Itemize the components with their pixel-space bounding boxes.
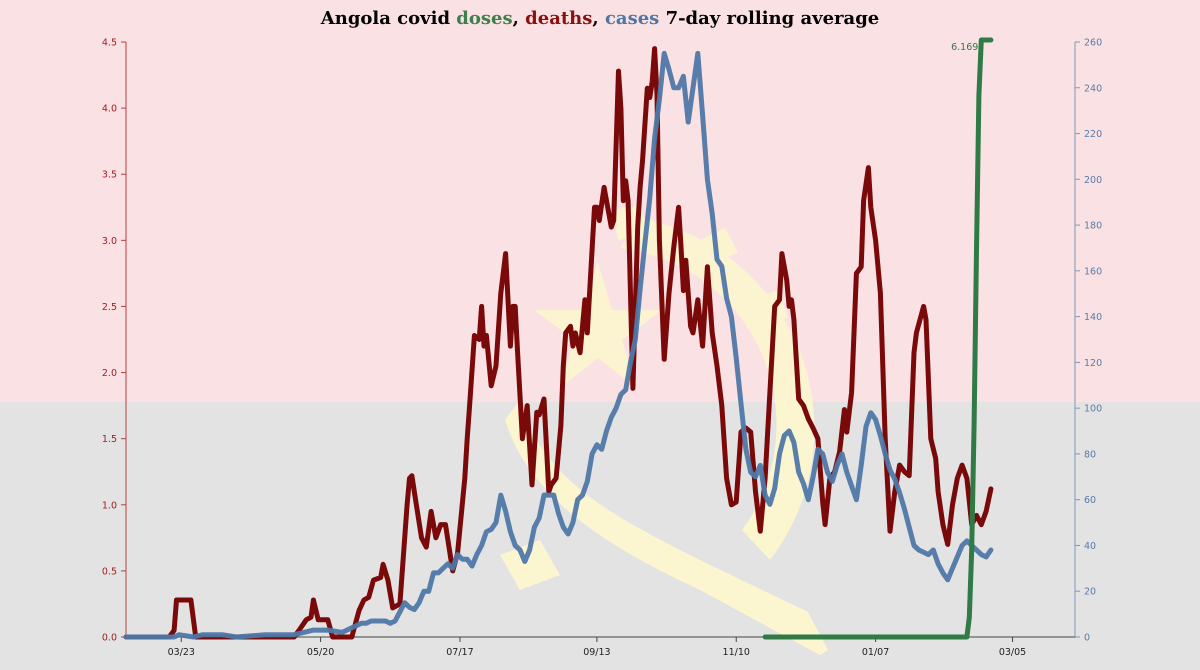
x-tick-label: 03/05 bbox=[999, 647, 1026, 658]
right-tick-label: 160 bbox=[1084, 266, 1102, 277]
title-doses: doses bbox=[456, 8, 513, 29]
emblem-machete-handle-icon bbox=[500, 540, 560, 590]
x-tick-label: 07/17 bbox=[446, 647, 473, 658]
right-tick-label: 180 bbox=[1084, 221, 1102, 232]
left-tick-label: 2.5 bbox=[102, 302, 117, 313]
left-tick-label: 3.5 bbox=[102, 170, 117, 181]
right-tick-label: 120 bbox=[1084, 358, 1102, 369]
doses-max-label: 6.169 bbox=[951, 42, 978, 53]
emblem-gear-teeth-icon bbox=[612, 205, 810, 518]
title-sep-2: , bbox=[592, 8, 605, 29]
left-tick-label: 1.0 bbox=[102, 500, 117, 511]
right-tick-label: 40 bbox=[1084, 541, 1096, 552]
title-deaths: deaths bbox=[525, 8, 593, 29]
title-prefix: Angola covid bbox=[320, 8, 457, 29]
right-tick-label: 0 bbox=[1084, 633, 1090, 644]
title-sep-1: , bbox=[512, 8, 526, 29]
x-tick-label: 01/07 bbox=[862, 647, 889, 658]
right-tick-label: 260 bbox=[1084, 38, 1102, 49]
x-tick-label: 09/13 bbox=[583, 647, 610, 658]
right-tick-label: 100 bbox=[1084, 404, 1102, 415]
x-tick-label: 03/23 bbox=[168, 647, 195, 658]
right-tick-label: 20 bbox=[1084, 587, 1096, 598]
left-tick-label: 2.0 bbox=[102, 368, 117, 379]
chart-title: Angola covid doses, deaths, cases 7-day … bbox=[0, 8, 1200, 29]
left-tick-label: 4.0 bbox=[102, 104, 117, 115]
right-tick-label: 240 bbox=[1084, 83, 1102, 94]
left-tick-label: 0.0 bbox=[102, 633, 117, 644]
series-line-doses bbox=[762, 37, 994, 640]
left-tick-label: 1.5 bbox=[102, 434, 117, 445]
right-tick-label: 140 bbox=[1084, 312, 1102, 323]
x-tick-label: 05/20 bbox=[307, 647, 334, 658]
series-line-cases bbox=[123, 50, 994, 640]
left-tick-label: 4.5 bbox=[102, 38, 117, 49]
right-tick-label: 80 bbox=[1084, 449, 1096, 460]
title-suffix: 7-day rolling average bbox=[659, 8, 880, 29]
emblem-machete-icon bbox=[505, 400, 828, 655]
left-tick-label: 0.5 bbox=[102, 566, 117, 577]
right-tick-label: 200 bbox=[1084, 175, 1102, 186]
title-cases: cases bbox=[604, 8, 660, 29]
series-line-deaths bbox=[123, 46, 994, 640]
left-tick-label: 3.0 bbox=[102, 236, 117, 247]
emblem-star-icon bbox=[534, 262, 662, 388]
right-tick-label: 220 bbox=[1084, 129, 1102, 140]
right-tick-label: 60 bbox=[1084, 495, 1096, 506]
x-tick-label: 11/10 bbox=[723, 647, 750, 658]
